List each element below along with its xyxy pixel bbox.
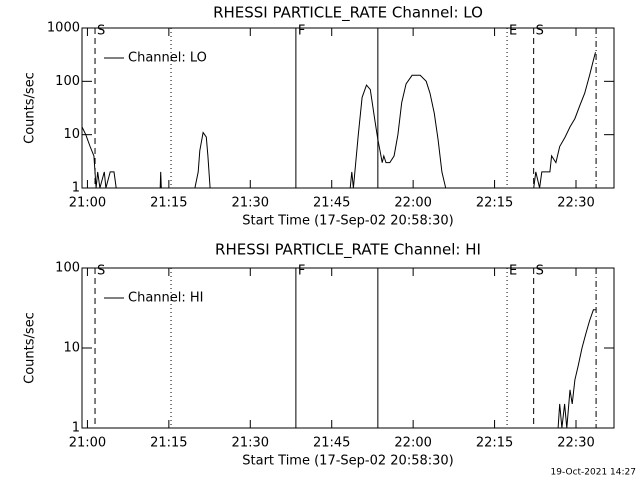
chart-title: RHESSI PARTICLE_RATE Channel: HI	[215, 241, 481, 260]
y-tick-label: 1	[72, 421, 80, 436]
plot-frame	[81, 27, 615, 189]
y-tick-label: 1	[72, 181, 80, 196]
footer: 19-Oct-2021 14:27	[551, 468, 636, 478]
chart-title: RHESSI PARTICLE_RATE Channel: LO	[213, 4, 483, 23]
event-label: S	[536, 264, 544, 279]
x-tick-label: 22:30	[557, 196, 594, 211]
event-label: S	[97, 24, 105, 39]
event-label: E	[509, 24, 517, 39]
x-tick-label: 22:15	[476, 196, 513, 211]
y-axis-label: Counts/sec	[23, 312, 38, 384]
event-label: F	[298, 264, 305, 279]
y-tick-label: 10	[63, 341, 80, 356]
x-tick-label: 22:00	[394, 436, 431, 451]
x-tick-label: 21:45	[313, 196, 350, 211]
data-line	[81, 52, 596, 189]
x-tick-label: 21:30	[232, 436, 269, 451]
event-label: E	[509, 264, 517, 279]
y-tick-label: 100	[55, 261, 80, 276]
x-tick-label: 21:30	[232, 196, 269, 211]
x-axis-label: Start Time (17-Sep-02 20:58:30)	[242, 454, 453, 469]
y-tick-label: 100	[55, 74, 80, 89]
event-label: S	[97, 264, 105, 279]
x-tick-label: 22:00	[394, 196, 431, 211]
data-line	[557, 309, 596, 429]
event-label: S	[536, 24, 544, 39]
x-axis-label: Start Time (17-Sep-02 20:58:30)	[242, 214, 453, 229]
x-tick-label: 21:15	[150, 196, 187, 211]
x-tick-label: 22:15	[476, 436, 513, 451]
x-tick-label: 21:00	[69, 436, 106, 451]
y-axis-label: Counts/sec	[23, 72, 38, 144]
y-tick-label: 10	[63, 127, 80, 142]
x-tick-label: 21:15	[150, 436, 187, 451]
legend-label: Channel: HI	[128, 291, 204, 306]
legend-label: Channel: LO	[128, 51, 207, 66]
event-label: F	[298, 24, 305, 39]
x-tick-label: 22:30	[557, 436, 594, 451]
y-tick-label: 1000	[47, 21, 80, 36]
x-tick-label: 21:00	[69, 196, 106, 211]
x-tick-label: 21:45	[313, 436, 350, 451]
